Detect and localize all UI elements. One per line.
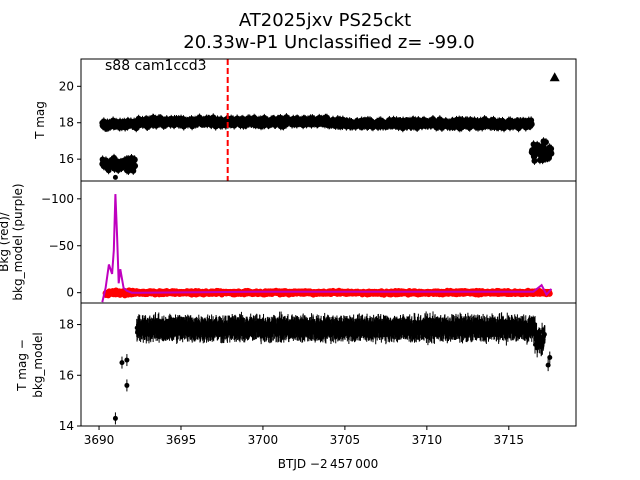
top-panel: 16 18 20 xyxy=(59,58,577,182)
tmag-point xyxy=(528,121,535,128)
y-tick-label: 20 xyxy=(59,79,74,93)
y-tick-label: −50 xyxy=(49,239,74,253)
chart-title-line2: 20.33w-P1 Unclassified z= -99.0 xyxy=(183,32,474,53)
tmag-point xyxy=(548,150,555,157)
tmag-point xyxy=(132,162,139,169)
tmag-point xyxy=(531,157,538,164)
middle-panel: 0 −50 −100 xyxy=(41,180,577,304)
y-tick-label: 18 xyxy=(59,116,74,130)
y-tick-label: 0 xyxy=(66,286,74,300)
y-tick-label: −100 xyxy=(41,192,74,206)
bkg-model-line xyxy=(101,194,553,303)
chart-title-line1: AT2025jxv PS25ckt xyxy=(239,10,411,31)
tmag-point xyxy=(548,145,555,152)
tmag-point xyxy=(131,156,138,163)
tmag-point xyxy=(542,139,549,146)
tmag-point xyxy=(112,174,118,180)
y-tick-label: 16 xyxy=(59,152,74,166)
tmag-upper-limit-point xyxy=(549,72,560,82)
panel-frame xyxy=(80,180,577,304)
